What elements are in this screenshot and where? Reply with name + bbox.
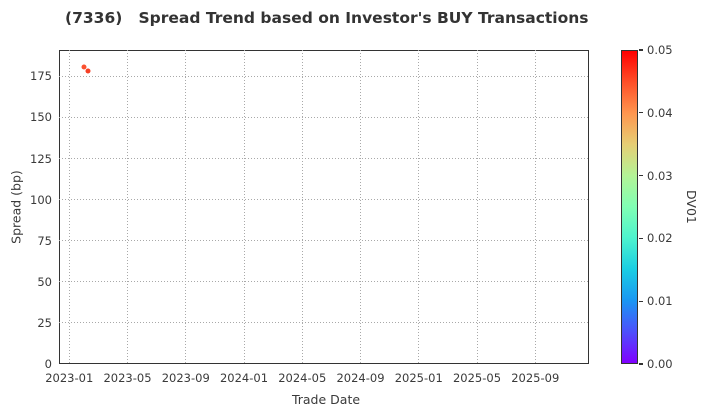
- h-gridline: [59, 199, 589, 201]
- y-tick-label: 100: [30, 192, 52, 207]
- v-gridline: [127, 50, 128, 364]
- y-tick-label: 25: [37, 315, 52, 330]
- h-gridline: [59, 116, 589, 118]
- v-gridline: [360, 50, 361, 364]
- colorbar-tick-label: 0.04: [647, 105, 673, 120]
- h-gridline: [59, 322, 589, 324]
- h-gridline: [59, 75, 589, 77]
- y-tick-label: 0: [44, 357, 52, 371]
- y-tick-label: 50: [37, 274, 52, 289]
- v-gridline: [476, 50, 478, 364]
- v-gridline: [185, 50, 187, 364]
- colorbar-tick-label: 0.01: [647, 294, 673, 309]
- h-gridline: [59, 281, 589, 283]
- x-tick-label: 2025-09: [511, 371, 560, 385]
- y-tick-label: 150: [30, 110, 52, 125]
- colorbar-tick: [639, 49, 643, 51]
- colorbar-tick: [639, 237, 643, 239]
- x-tick-label: 2023-05: [103, 371, 152, 385]
- y-tick-label: 175: [30, 69, 52, 84]
- x-tick-label: 2025-01: [394, 371, 443, 385]
- v-gridline: [301, 50, 303, 364]
- colorbar-tick-label: 0.00: [647, 357, 673, 371]
- v-gridline: [418, 50, 420, 364]
- v-gridline: [68, 50, 70, 364]
- y-tick-label: 125: [30, 151, 52, 166]
- chart-title: (7336) Spread Trend based on Investor's …: [65, 9, 589, 27]
- x-tick-label: 2023-01: [45, 371, 94, 385]
- colorbar-tick-label: 0.05: [647, 43, 673, 57]
- x-tick-label: 2024-01: [219, 371, 269, 385]
- colorbar-tick: [639, 112, 643, 114]
- h-gridline: [59, 158, 589, 159]
- y-tick-label: 75: [37, 233, 52, 248]
- colorbar-label: DV01: [684, 190, 699, 224]
- colorbar-gradient: [621, 50, 638, 364]
- scatter-point: [81, 64, 87, 70]
- x-tick-label: 2024-09: [336, 371, 385, 385]
- v-gridline: [534, 50, 536, 364]
- x-tick-label: 2024-05: [278, 371, 327, 385]
- scatter-point: [85, 68, 91, 74]
- x-tick-label: 2023-09: [161, 371, 210, 385]
- x-axis-label: Trade Date: [291, 392, 361, 407]
- colorbar-tick-label: 0.03: [647, 168, 673, 183]
- colorbar-tick: [639, 300, 643, 302]
- v-gridline: [243, 50, 245, 364]
- x-tick-label: 2025-05: [452, 371, 502, 385]
- plot-area: [59, 50, 589, 364]
- colorbar-tick: [639, 363, 643, 365]
- colorbar-tick: [639, 175, 643, 177]
- h-gridline: [59, 240, 589, 242]
- colorbar-tick-label: 0.02: [647, 231, 673, 246]
